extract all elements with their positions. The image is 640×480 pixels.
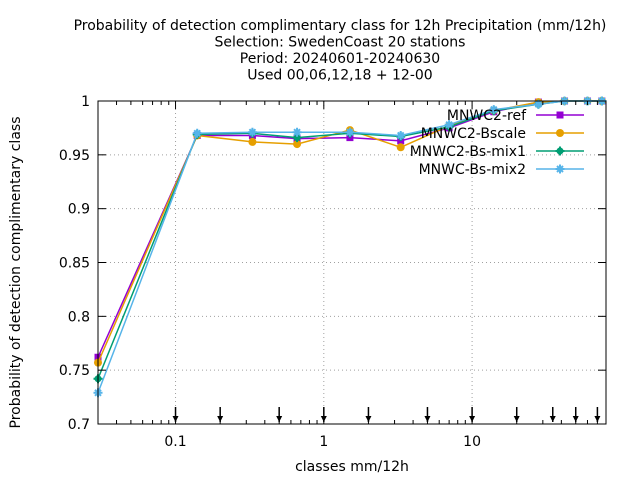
threshold-arrow-10 bbox=[594, 407, 601, 422]
y-tick-label-0: 0.7 bbox=[68, 417, 90, 433]
threshold-arrow-8 bbox=[549, 407, 556, 422]
threshold-arrow-2 bbox=[276, 407, 283, 422]
x-tick-label-0: 0.1 bbox=[164, 434, 186, 450]
threshold-arrow-9 bbox=[572, 407, 579, 422]
series-1-point-5 bbox=[396, 143, 405, 152]
series-group bbox=[93, 96, 607, 398]
title-line-1: Selection: SwedenCoast 20 stations bbox=[215, 35, 466, 51]
y-tick-label-5: 0.95 bbox=[59, 148, 90, 164]
title-line-0: Probability of detection complimentary c… bbox=[74, 18, 607, 34]
x-tick-label-2: 10 bbox=[463, 434, 481, 450]
legend: MNWC2-ref MNWC2-Bscale MNWC2-Bs-mix1 MNWC-B… bbox=[410, 108, 584, 178]
series-line-2 bbox=[97, 100, 602, 380]
legend-label-0: MNWC2-ref bbox=[447, 108, 527, 124]
threshold-arrow-7 bbox=[513, 407, 520, 422]
y-axis-label: Probability of detection complimentary c… bbox=[8, 117, 24, 429]
series-3-point-3 bbox=[292, 127, 302, 137]
series-3-point-7 bbox=[489, 105, 499, 115]
legend-label-1: MNWC2-Bscale bbox=[421, 126, 526, 142]
series-3-point-5 bbox=[396, 130, 406, 140]
series-3-point-4 bbox=[345, 127, 355, 137]
y-tick-label-3: 0.85 bbox=[59, 256, 90, 272]
x-axis-label: classes mm/12h bbox=[295, 459, 409, 475]
y-tick-label-4: 0.9 bbox=[68, 202, 90, 218]
title-line-3: Used 00,06,12,18 + 12-00 bbox=[247, 68, 432, 84]
threshold-arrows bbox=[172, 407, 601, 422]
threshold-arrow-5 bbox=[424, 407, 431, 422]
series-1-point-3 bbox=[293, 140, 302, 149]
threshold-arrow-0 bbox=[172, 407, 179, 422]
legend-marker-1 bbox=[556, 129, 564, 137]
threshold-arrow-4 bbox=[365, 407, 372, 422]
threshold-arrow-1 bbox=[217, 407, 224, 422]
legend-marker-0 bbox=[556, 111, 564, 119]
grid bbox=[98, 101, 606, 424]
series-line-3 bbox=[97, 100, 602, 394]
series-1-point-2 bbox=[248, 137, 257, 146]
legend-label-3: MNWC-Bs-mix2 bbox=[419, 162, 526, 178]
legend-label-2: MNWC2-Bs-mix1 bbox=[410, 144, 526, 160]
series-3-point-2 bbox=[247, 127, 257, 137]
axis-ticks: 0.7 0.75 0.8 0.85 0.9 0.95 1 0.1 1 10 bbox=[59, 94, 607, 450]
legend-marker-3 bbox=[555, 164, 565, 174]
legend-marker-2 bbox=[555, 146, 565, 156]
y-tick-label-6: 1 bbox=[81, 94, 90, 110]
x-tick-label-1: 1 bbox=[319, 434, 328, 450]
series-3-point-6 bbox=[444, 120, 454, 130]
chart-title: Probability of detection complimentary c… bbox=[74, 18, 607, 84]
threshold-arrow-6 bbox=[469, 407, 476, 422]
y-tick-label-1: 0.75 bbox=[59, 363, 90, 379]
series-3-point-1 bbox=[192, 128, 202, 138]
threshold-arrow-3 bbox=[320, 407, 327, 422]
y-tick-label-2: 0.8 bbox=[68, 309, 90, 325]
series-3-point-8 bbox=[533, 99, 543, 109]
title-line-2: Period: 20240601-20240630 bbox=[240, 51, 440, 67]
